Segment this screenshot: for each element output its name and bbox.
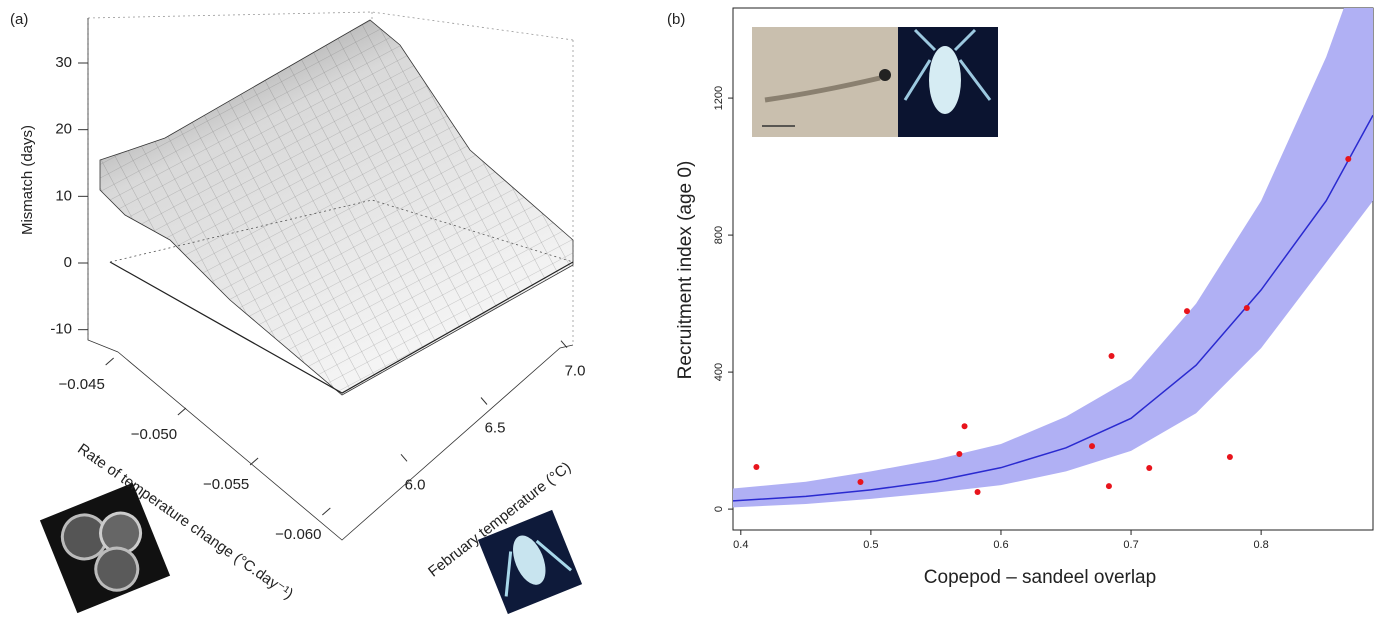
x-tick-label: 0.5 bbox=[863, 539, 878, 551]
y-axis-label: Recruitment index (age 0) bbox=[675, 161, 696, 380]
point bbox=[1146, 465, 1153, 472]
point bbox=[1105, 483, 1112, 490]
point bbox=[857, 479, 864, 486]
panel-label: (a) bbox=[10, 11, 28, 28]
y-tick-label: 6.5 bbox=[485, 419, 506, 436]
y-tick-label: 400 bbox=[713, 363, 725, 381]
surface-plot bbox=[87, 11, 574, 541]
y-tick-label: 0 bbox=[713, 506, 725, 512]
photo bbox=[39, 27, 998, 615]
x-tick bbox=[105, 357, 114, 366]
z-axis-label: Mismatch (days) bbox=[19, 125, 36, 235]
x-tick-label: −0.050 bbox=[131, 426, 177, 443]
point bbox=[956, 450, 963, 457]
z-tick-label: -10 bbox=[50, 321, 72, 338]
confidence-band bbox=[733, 8, 1373, 508]
x-tick-label: −0.055 bbox=[203, 476, 249, 493]
point bbox=[1108, 353, 1115, 359]
point bbox=[1089, 443, 1096, 450]
point bbox=[961, 423, 968, 430]
x-tick-label: −0.060 bbox=[275, 526, 321, 543]
panel-b: 0 400 800 1200 0.4 0.5 0.6 0.7 0.8 Copepod – sand… bbox=[675, 8, 1373, 588]
x-tick bbox=[249, 457, 259, 466]
y-tick-label: 1200 bbox=[713, 86, 725, 110]
plot-frame bbox=[732, 7, 1374, 531]
y-tick bbox=[400, 453, 408, 462]
x-axis-label: Copepod – sandeel overlap bbox=[924, 567, 1156, 588]
point bbox=[1183, 308, 1190, 315]
z-tick-label: 20 bbox=[55, 121, 72, 138]
point bbox=[1243, 305, 1250, 312]
z-tick-label: 30 bbox=[55, 54, 72, 71]
point bbox=[1345, 156, 1352, 163]
panel-label: (b) bbox=[667, 11, 685, 28]
x-tick bbox=[322, 507, 331, 516]
point bbox=[1226, 454, 1233, 461]
y-tick bbox=[480, 397, 488, 405]
x-tick-label: 0.7 bbox=[1123, 539, 1138, 551]
x-tick-label: −0.045 bbox=[59, 376, 105, 393]
y-tick-label: 7.0 bbox=[565, 363, 586, 380]
y-tick-label: 800 bbox=[713, 226, 725, 244]
z-tick-label: 0 bbox=[64, 254, 72, 271]
y-tick bbox=[560, 340, 568, 349]
x-tick-label: 0.4 bbox=[733, 539, 748, 551]
fit-line bbox=[733, 114, 1373, 502]
x-tick bbox=[177, 407, 187, 416]
x-tick-label: 0.6 bbox=[993, 539, 1008, 551]
point bbox=[753, 463, 760, 470]
point bbox=[974, 488, 981, 495]
y-tick-label: 6.0 bbox=[405, 476, 426, 493]
x-tick-label: 0.8 bbox=[1253, 539, 1268, 551]
z-tick-label: 10 bbox=[55, 187, 72, 204]
plot-area bbox=[733, 8, 1373, 508]
